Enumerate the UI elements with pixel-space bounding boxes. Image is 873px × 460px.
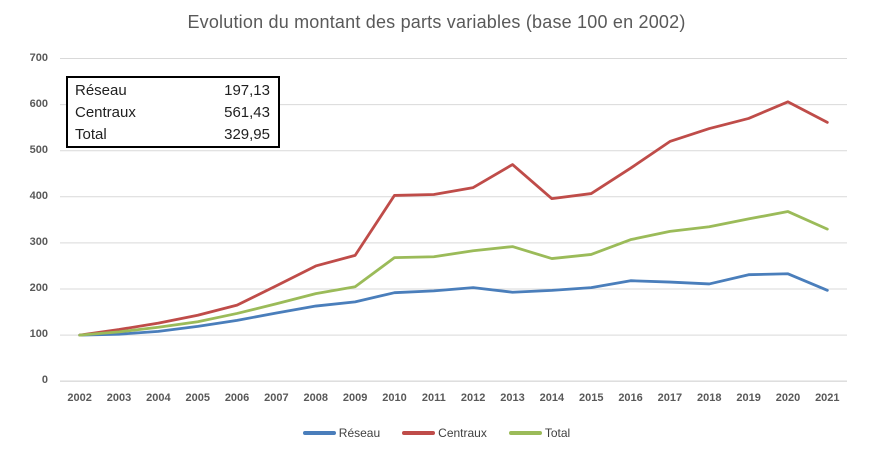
legend-label: Centraux [438,426,487,440]
x-axis-tick-label: 2004 [146,392,171,404]
chart-title: Evolution du montant des parts variables… [187,12,686,32]
y-axis-tick-label: 0 [41,374,48,387]
x-axis-tick-label: 2010 [382,392,407,404]
legend-line-swatch-icon [302,431,336,435]
legend-line-swatch-icon [402,431,436,435]
info-box-value: 197,13 [224,82,270,99]
legend-label: Total [544,426,571,440]
series-lines [78,100,829,337]
info-box-row: Réseau 197,13 [68,80,278,102]
x-axis-tick-label: 2009 [342,392,368,404]
chart-legend: Réseau Centraux Total [0,426,873,440]
info-box: Réseau 197,13 Centraux 561,43 Total 329,95 [66,76,280,148]
x-axis-tick-label: 2012 [460,392,486,404]
x-axis-tick-label: 2003 [106,392,132,404]
x-axis-tick-label: 2005 [185,392,210,404]
y-axis-tick-label: 600 [29,97,48,110]
info-box-label: Centraux [75,104,136,121]
x-axis-tick-label: 2011 [421,392,446,404]
x-axis-tick-label: 2006 [224,392,250,404]
legend-item-total: Total [508,426,571,440]
series-line-total [78,210,829,337]
y-axis-tick-label: 700 [29,51,48,64]
x-axis-tick-label: 2018 [697,392,722,404]
info-box-row: Total 329,95 [68,124,278,146]
x-axis-tick-label: 2007 [264,392,289,404]
legend-item-reseau: Réseau [302,426,381,440]
x-axis-tick-label: 2015 [578,392,604,404]
series-line-centraux [78,100,829,337]
legend-item-centraux: Centraux [402,426,487,440]
y-axis-tick-label: 400 [29,189,48,202]
series-line-réseau [78,272,829,337]
legend-label: Réseau [338,426,381,440]
info-box-value: 329,95 [224,126,270,143]
legend-line-swatch-icon [508,431,542,435]
x-axis-tick-label: 2016 [618,392,643,404]
x-axis-tick-label: 2017 [657,392,683,404]
x-axis-tick-label: 2020 [775,392,801,404]
info-box-label: Total [75,126,107,143]
info-box-value: 561,43 [224,104,270,121]
y-axis-tick-label: 300 [29,235,48,248]
y-axis-tick-label: 100 [29,328,48,341]
x-axis-tick-label: 2019 [736,392,761,404]
y-axis-tick-label: 500 [29,143,48,156]
x-axis-tick-label: 2008 [303,392,328,404]
x-axis-tick-label: 2021 [815,392,840,404]
y-axis-tick-label: 200 [29,282,48,294]
x-axis-tick-label: 2002 [67,392,92,404]
x-axis-tick-label: 2013 [500,392,525,404]
info-box-label: Réseau [75,82,127,99]
info-box-row: Centraux 561,43 [68,102,278,124]
x-axis-tick-label: 2014 [539,392,565,404]
